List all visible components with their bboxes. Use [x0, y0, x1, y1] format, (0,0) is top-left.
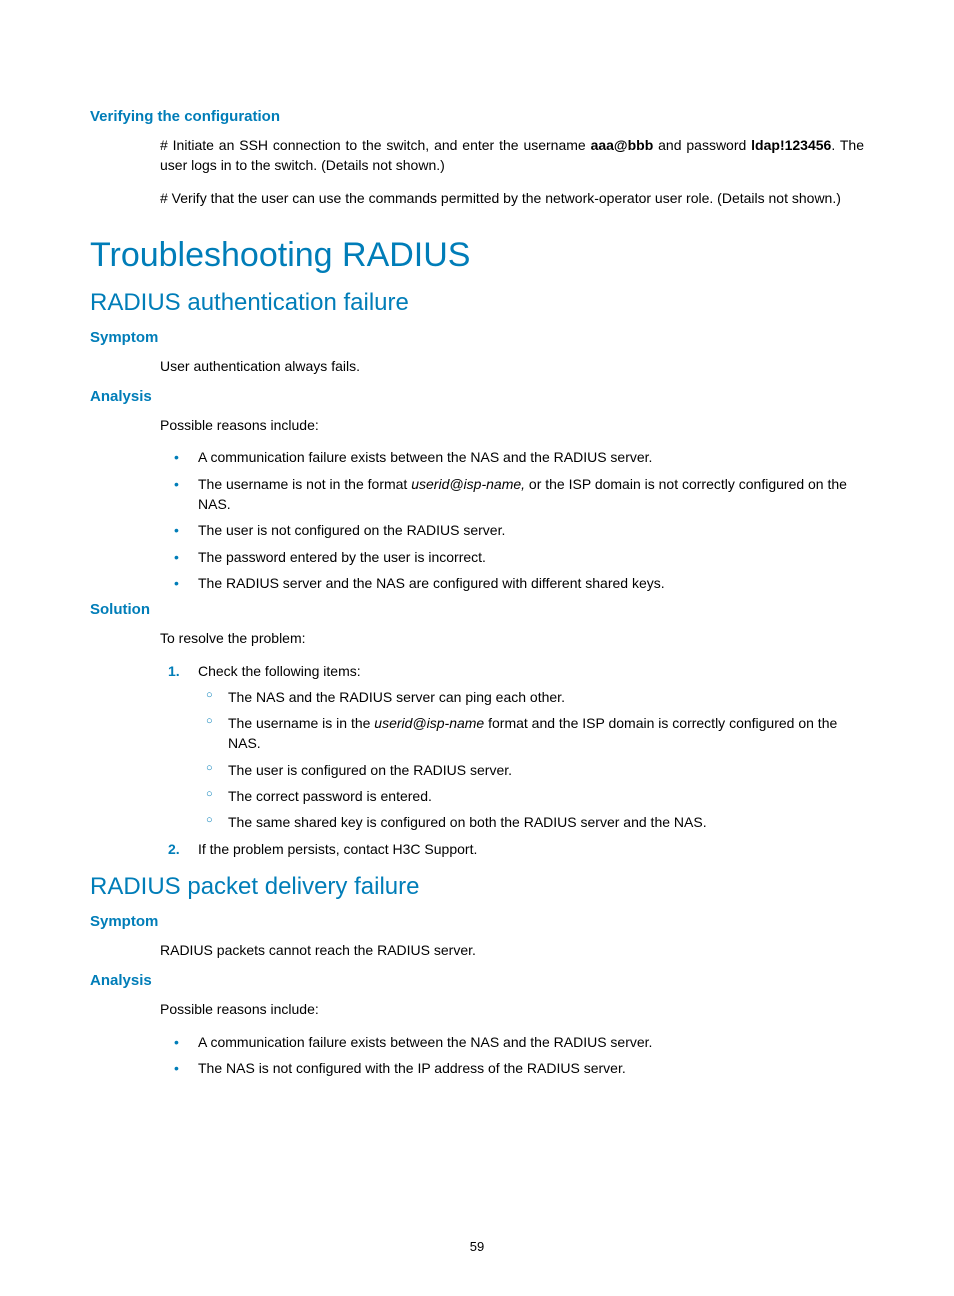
- list-item: The user is configured on the RADIUS ser…: [198, 760, 864, 780]
- list-item: The same shared key is configured on bot…: [198, 812, 864, 832]
- analysis-intro: Possible reasons include:: [160, 999, 864, 1019]
- text: Check the following items:: [198, 663, 361, 679]
- password-text: ldap!123456: [751, 137, 831, 153]
- list-item: If the problem persists, contact H3C Sup…: [160, 839, 864, 859]
- analysis-list: A communication failure exists between t…: [160, 447, 864, 593]
- solution-sublist: The NAS and the RADIUS server can ping e…: [198, 687, 864, 833]
- text: The username is in the: [228, 715, 374, 731]
- symptom-text: RADIUS packets cannot reach the RADIUS s…: [160, 940, 864, 960]
- list-item: The NAS and the RADIUS server can ping e…: [198, 687, 864, 707]
- text: The username is not in the format: [198, 476, 411, 492]
- solution-intro: To resolve the problem:: [160, 628, 864, 648]
- heading-symptom: Symptom: [90, 913, 864, 930]
- symptom-body: RADIUS packets cannot reach the RADIUS s…: [160, 940, 864, 960]
- list-item: The RADIUS server and the NAS are config…: [160, 573, 864, 593]
- heading-symptom: Symptom: [90, 329, 864, 346]
- list-item: A communication failure exists between t…: [160, 1032, 864, 1052]
- verify-body: # Initiate an SSH connection to the swit…: [160, 135, 864, 208]
- heading-analysis: Analysis: [90, 388, 864, 405]
- heading-troubleshooting: Troubleshooting RADIUS: [90, 236, 864, 275]
- list-item: The username is in the userid@isp-name f…: [198, 713, 864, 754]
- username-text: aaa@bbb: [591, 137, 654, 153]
- list-item: The username is not in the format userid…: [160, 474, 864, 515]
- symptom-body: User authentication always fails.: [160, 356, 864, 376]
- verify-p2: # Verify that the user can use the comma…: [160, 188, 864, 208]
- heading-pkt-failure: RADIUS packet delivery failure: [90, 873, 864, 901]
- analysis-body: Possible reasons include: A communicatio…: [160, 999, 864, 1078]
- heading-analysis: Analysis: [90, 972, 864, 989]
- solution-body: To resolve the problem: Check the follow…: [160, 628, 864, 859]
- solution-list: Check the following items: The NAS and t…: [160, 661, 864, 859]
- text-italic: userid@isp-name: [374, 715, 484, 731]
- list-item: The password entered by the user is inco…: [160, 547, 864, 567]
- verify-p1: # Initiate an SSH connection to the swit…: [160, 135, 864, 176]
- symptom-text: User authentication always fails.: [160, 356, 864, 376]
- heading-verify-config: Verifying the configuration: [90, 108, 864, 125]
- analysis-intro: Possible reasons include:: [160, 415, 864, 435]
- list-item: Check the following items: The NAS and t…: [160, 661, 864, 833]
- text: # Initiate an SSH connection to the swit…: [160, 137, 591, 153]
- analysis-list: A communication failure exists between t…: [160, 1032, 864, 1079]
- list-item: A communication failure exists between t…: [160, 447, 864, 467]
- text: and password: [653, 137, 751, 153]
- list-item: The NAS is not configured with the IP ad…: [160, 1058, 864, 1078]
- list-item: The correct password is entered.: [198, 786, 864, 806]
- document-page: Verifying the configuration # Initiate a…: [0, 0, 954, 1296]
- analysis-body: Possible reasons include: A communicatio…: [160, 415, 864, 593]
- page-number: 59: [0, 1239, 954, 1254]
- heading-solution: Solution: [90, 601, 864, 618]
- heading-auth-failure: RADIUS authentication failure: [90, 289, 864, 317]
- text-italic: userid@isp-name,: [411, 476, 525, 492]
- list-item: The user is not configured on the RADIUS…: [160, 520, 864, 540]
